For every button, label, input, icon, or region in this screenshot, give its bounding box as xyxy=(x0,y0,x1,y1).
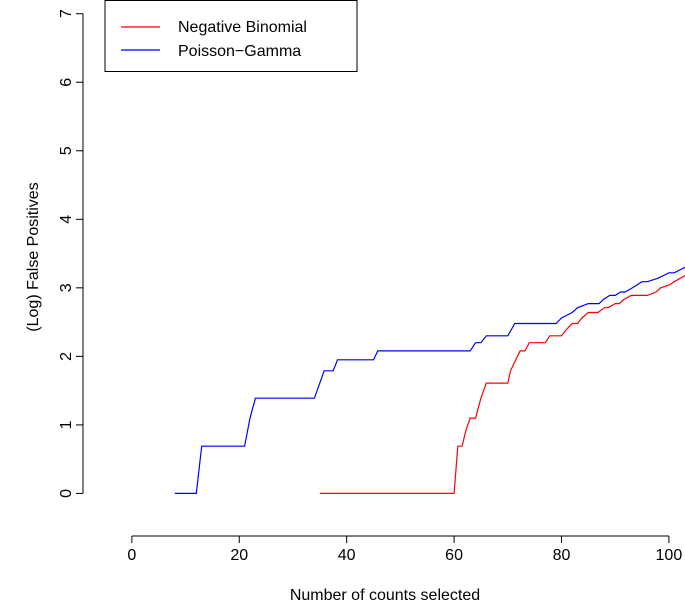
series-layer xyxy=(174,266,685,494)
y-tick-label: 0 xyxy=(58,489,75,498)
legend: Negative Binomial Poisson−Gamma xyxy=(104,0,358,72)
ticks-layer: 0 20 40 60 80 100 0 1 2 3 4 5 6 7 xyxy=(58,9,682,564)
y-tick-label: 1 xyxy=(58,420,75,429)
x-tick-label: 40 xyxy=(338,547,356,564)
y-tick-label: 3 xyxy=(58,283,75,292)
y-tick-label: 7 xyxy=(58,9,75,18)
x-tick-label: 60 xyxy=(445,547,463,564)
legend-label-poisson-gamma: Poisson−Gamma xyxy=(178,43,301,60)
y-tick-label: 2 xyxy=(58,352,75,361)
x-tick-label: 20 xyxy=(230,547,248,564)
y-tick-label: 4 xyxy=(58,215,75,224)
legend-label-negative-binomial: Negative Binomial xyxy=(178,19,307,36)
y-tick-label: 5 xyxy=(58,146,75,155)
series-line-poisson-gamma xyxy=(174,266,685,494)
x-axis-label: Number of counts selected xyxy=(290,587,480,604)
y-tick-label: 6 xyxy=(58,78,75,87)
x-tick-label: 80 xyxy=(553,547,571,564)
series-line-negative-binomial xyxy=(319,274,685,494)
legend-box xyxy=(104,0,358,72)
y-axis-label: (Log) False Positives xyxy=(25,182,42,331)
x-tick-label: 0 xyxy=(127,547,136,564)
x-tick-label: 100 xyxy=(656,547,683,564)
axes-layer xyxy=(82,13,669,537)
